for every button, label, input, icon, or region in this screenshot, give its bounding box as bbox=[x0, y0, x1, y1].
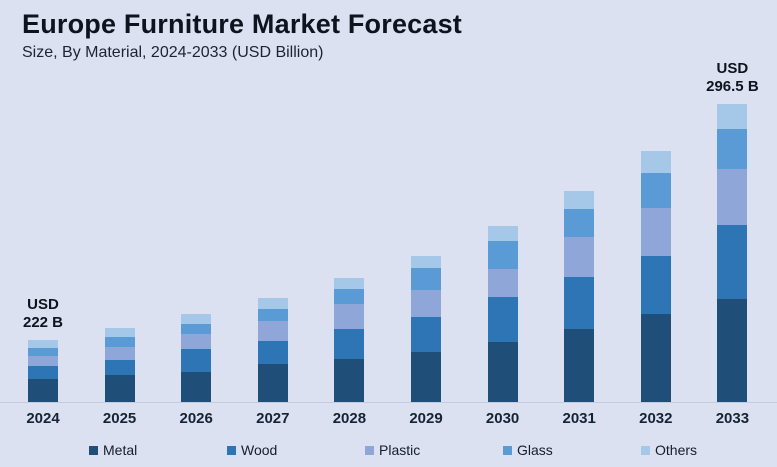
bar-2033 bbox=[717, 104, 748, 402]
bar-2026 bbox=[181, 314, 212, 402]
x-tick-label-2026: 2026 bbox=[179, 410, 213, 427]
bar-segment-plastic bbox=[334, 304, 365, 329]
bar-segment-metal bbox=[640, 314, 671, 402]
value-annotation-2033: USD 296.5 B bbox=[706, 60, 759, 95]
x-axis-line bbox=[0, 402, 777, 403]
legend-label-wood: Wood bbox=[241, 442, 278, 458]
legend-swatch-metal bbox=[89, 445, 98, 455]
bar-segment-wood bbox=[28, 366, 58, 379]
bar-segment-wood bbox=[334, 329, 365, 359]
bar-segment-glass bbox=[487, 241, 518, 269]
bar-segment-others bbox=[564, 191, 595, 209]
x-tick-label-2033: 2033 bbox=[715, 410, 750, 427]
bar-segment-metal bbox=[564, 329, 595, 402]
bar-segment-plastic bbox=[717, 169, 748, 225]
legend-label-metal: Metal bbox=[103, 442, 138, 458]
bar-segment-glass bbox=[104, 337, 135, 347]
legend-swatch-glass bbox=[503, 445, 512, 455]
legend-swatch-plastic bbox=[365, 445, 374, 455]
chart-subtitle: Size, By Material, 2024-2033 (USD Billio… bbox=[22, 44, 324, 61]
bar-segment-plastic bbox=[181, 334, 212, 349]
bar-segment-plastic bbox=[411, 290, 441, 317]
bar-segment-wood bbox=[411, 317, 441, 352]
bar-2024 bbox=[28, 340, 58, 402]
value-annotation-2024: USD 222 B bbox=[22, 296, 64, 331]
x-tick-label-2029: 2029 bbox=[409, 410, 443, 427]
bar-segment-wood bbox=[257, 341, 288, 364]
bar-segment-others bbox=[257, 298, 288, 309]
bar-segment-glass bbox=[411, 268, 441, 290]
bar-segment-metal bbox=[334, 359, 365, 402]
legend-label-others: Others bbox=[655, 442, 698, 458]
x-tick-label-2032: 2032 bbox=[639, 410, 673, 427]
bar-segment-others bbox=[334, 278, 365, 289]
bar-segment-others bbox=[717, 104, 748, 129]
x-tick-label-2024: 2024 bbox=[26, 410, 60, 427]
x-tick-label-2027: 2027 bbox=[256, 410, 290, 427]
bar-segment-others bbox=[411, 256, 441, 268]
bar-segment-others bbox=[181, 314, 212, 324]
bar-segment-wood bbox=[564, 277, 595, 329]
legend-label-plastic: Plastic bbox=[379, 442, 421, 458]
legend-item-glass: Glass bbox=[503, 442, 553, 458]
bar-segment-metal bbox=[717, 299, 748, 402]
bar-segment-others bbox=[640, 151, 671, 173]
bar-segment-metal bbox=[28, 379, 58, 402]
x-tick-label-2030: 2030 bbox=[485, 410, 520, 427]
x-tick-label-2025: 2025 bbox=[102, 410, 137, 427]
legend-item-plastic: Plastic bbox=[365, 442, 420, 458]
bar-segment-metal bbox=[487, 342, 518, 402]
bar-2031 bbox=[564, 191, 595, 402]
bar-segment-wood bbox=[104, 360, 135, 375]
bar-segment-metal bbox=[257, 364, 288, 402]
chart-title: Europe Furniture Market Forecast bbox=[22, 9, 462, 39]
legend-label-glass: Glass bbox=[517, 442, 553, 458]
bar-segment-wood bbox=[640, 256, 671, 314]
bar-2029 bbox=[411, 256, 441, 402]
bar-2027 bbox=[257, 298, 288, 402]
bar-segment-glass bbox=[640, 173, 671, 208]
x-tick-label-2031: 2031 bbox=[562, 410, 596, 427]
legend-item-metal: Metal bbox=[89, 442, 137, 458]
bar-segment-wood bbox=[717, 225, 748, 299]
legend-swatch-wood bbox=[227, 445, 236, 455]
bar-segment-metal bbox=[411, 352, 441, 402]
bar-segment-plastic bbox=[257, 321, 288, 341]
bar-2025 bbox=[104, 328, 135, 402]
bar-segment-glass bbox=[181, 324, 212, 334]
bar-segment-others bbox=[487, 226, 518, 241]
bar-segment-glass bbox=[257, 309, 288, 321]
bar-segment-plastic bbox=[28, 356, 58, 366]
bar-segment-plastic bbox=[640, 208, 671, 256]
bar-segment-metal bbox=[181, 372, 212, 402]
bar-segment-plastic bbox=[104, 347, 135, 360]
bar-segment-wood bbox=[487, 297, 518, 342]
bar-2032 bbox=[640, 151, 671, 402]
bar-segment-glass bbox=[334, 289, 365, 304]
x-tick-label-2028: 2028 bbox=[332, 410, 367, 427]
legend-swatch-others bbox=[641, 445, 650, 455]
bar-segment-plastic bbox=[487, 269, 518, 297]
bar-segment-metal bbox=[104, 375, 135, 402]
bar-segment-glass bbox=[28, 348, 58, 356]
bar-2028 bbox=[334, 278, 365, 402]
bar-segment-wood bbox=[181, 349, 212, 372]
bar-segment-glass bbox=[717, 129, 748, 169]
bar-2030 bbox=[487, 226, 518, 402]
legend-item-wood: Wood bbox=[227, 442, 277, 458]
bar-segment-plastic bbox=[564, 237, 595, 277]
bar-segment-glass bbox=[564, 209, 595, 237]
bar-segment-others bbox=[28, 340, 58, 348]
bar-segment-others bbox=[104, 328, 135, 337]
legend-item-others: Others bbox=[641, 442, 697, 458]
